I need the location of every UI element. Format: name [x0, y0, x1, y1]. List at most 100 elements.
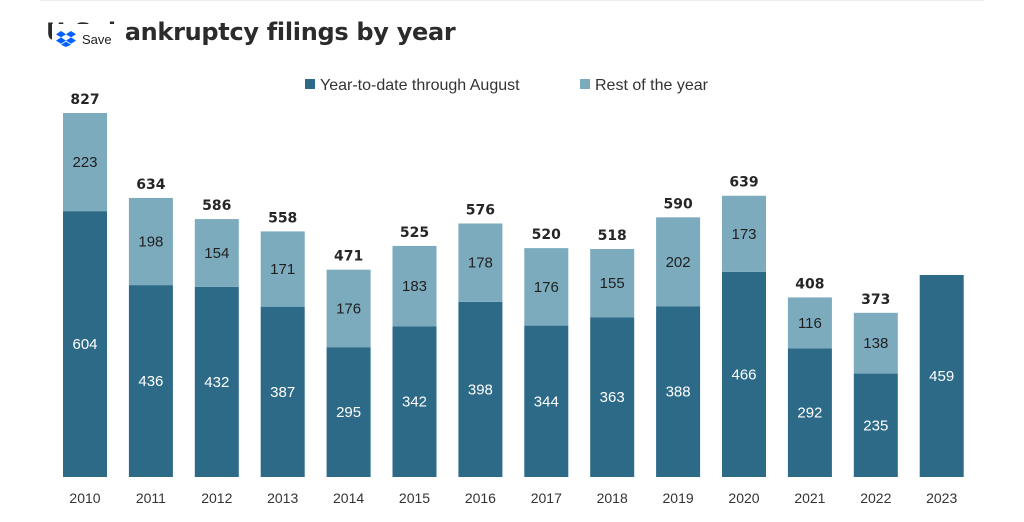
total-2010: 827 — [70, 92, 99, 108]
bar-ytd-2011 — [128, 285, 173, 477]
label-rest-2015: 183 — [402, 278, 427, 295]
bar-ytd-2013 — [260, 306, 305, 477]
legend: Year-to-date through August Rest of the y… — [305, 77, 709, 94]
x-tick-2013: 2013 — [267, 490, 298, 506]
total-2012: 586 — [202, 198, 231, 214]
bar-rest-2011 — [128, 197, 173, 286]
bar-group-2013: 387 171 558 — [260, 210, 305, 477]
total-2013: 558 — [268, 210, 297, 226]
label-ytd-2019: 388 — [666, 384, 691, 401]
bar-group-2022: 235 138 373 — [853, 292, 898, 477]
bars: 604 223 827 436 198 634 432 154 586 387 171 558 295 1… — [63, 92, 964, 478]
legend-rest-label: Rest of the year — [595, 77, 709, 94]
label-rest-2013: 171 — [270, 261, 295, 278]
label-rest-2018: 155 — [600, 275, 625, 292]
x-tick-2018: 2018 — [597, 490, 628, 506]
label-ytd-2018: 363 — [600, 389, 625, 406]
label-ytd-2013: 387 — [270, 384, 295, 401]
label-rest-2012: 154 — [204, 245, 229, 262]
label-rest-2010: 223 — [72, 154, 97, 171]
bar-group-2011: 436 198 634 — [128, 177, 173, 477]
label-ytd-2021: 292 — [797, 405, 822, 422]
x-axis: 2010 2011 2012 2013 2014 2015 2016 2017 2018 2019… — [69, 490, 957, 506]
x-tick-2020: 2020 — [728, 490, 759, 506]
x-tick-2010: 2010 — [69, 490, 100, 506]
label-ytd-2016: 398 — [468, 381, 493, 398]
label-ytd-2017: 344 — [534, 393, 559, 410]
bar-rest-2015 — [392, 245, 437, 327]
total-2019: 590 — [663, 196, 692, 212]
bar-ytd-2023 — [919, 274, 964, 477]
label-ytd-2010: 604 — [72, 336, 97, 353]
bar-rest-2020 — [722, 195, 766, 272]
bar-group-2021: 292 116 408 — [787, 276, 832, 477]
x-tick-2017: 2017 — [531, 490, 562, 506]
total-2020: 639 — [729, 175, 758, 191]
label-rest-2022: 138 — [863, 335, 888, 352]
bar-ytd-2010 — [63, 211, 107, 478]
label-rest-2017: 176 — [534, 279, 559, 296]
x-tick-2022: 2022 — [860, 490, 891, 506]
label-ytd-2014: 295 — [336, 404, 361, 421]
bar-group-2023: 459 — [919, 274, 964, 477]
bar-ytd-2015 — [392, 326, 437, 477]
bar-group-2014: 295 176 471 — [326, 249, 371, 477]
x-tick-2021: 2021 — [794, 490, 825, 506]
x-tick-2023: 2023 — [926, 490, 957, 506]
bar-rest-2019 — [656, 217, 701, 307]
save-button[interactable]: Save — [52, 24, 126, 54]
total-2021: 408 — [795, 276, 824, 292]
bar-rest-2018 — [590, 249, 635, 318]
label-ytd-2020: 466 — [731, 366, 756, 383]
total-2017: 520 — [532, 227, 561, 243]
bar-group-2015: 342 183 525 — [392, 225, 437, 477]
label-ytd-2022: 235 — [863, 417, 888, 434]
label-ytd-2011: 436 — [138, 373, 163, 390]
x-tick-2015: 2015 — [399, 490, 430, 506]
total-2018: 518 — [598, 228, 627, 244]
bar-ytd-2014 — [326, 347, 371, 477]
total-2014: 471 — [334, 249, 363, 265]
bar-ytd-2021 — [787, 348, 832, 477]
x-tick-2019: 2019 — [663, 490, 694, 506]
bar-rest-2022 — [853, 312, 898, 374]
label-ytd-2012: 432 — [204, 374, 229, 391]
label-rest-2020: 173 — [731, 226, 756, 243]
bar-group-2010: 604 223 827 — [63, 92, 107, 478]
bar-rest-2021 — [787, 297, 832, 349]
x-tick-2012: 2012 — [201, 490, 232, 506]
bar-group-2016: 398 178 576 — [458, 202, 503, 477]
bar-group-2019: 388 202 590 — [656, 196, 701, 477]
total-2022: 373 — [861, 292, 890, 308]
bar-group-2020: 466 173 639 — [722, 175, 766, 477]
bar-rest-2016 — [458, 223, 503, 302]
top-border — [40, 0, 984, 1]
bar-ytd-2017 — [524, 325, 569, 477]
bar-rest-2012 — [194, 219, 239, 287]
bar-group-2017: 344 176 520 — [524, 227, 569, 477]
bar-ytd-2018 — [590, 317, 635, 477]
label-rest-2019: 202 — [666, 254, 691, 271]
bar-rest-2010 — [63, 113, 107, 212]
total-2016: 576 — [466, 202, 495, 218]
bar-ytd-2022 — [853, 373, 898, 477]
bar-ytd-2019 — [656, 306, 701, 477]
legend-ytd-label: Year-to-date through August — [320, 77, 520, 94]
bar-ytd-2012 — [194, 286, 239, 477]
total-2015: 525 — [400, 225, 429, 241]
save-label: Save — [82, 31, 112, 47]
dropbox-icon — [56, 31, 76, 47]
label-rest-2014: 176 — [336, 300, 361, 317]
label-rest-2011: 198 — [138, 234, 163, 251]
x-tick-2016: 2016 — [465, 490, 496, 506]
bar-rest-2014 — [326, 269, 371, 348]
bar-ytd-2020 — [722, 271, 766, 477]
bar-group-2018: 363 155 518 — [590, 228, 635, 477]
label-ytd-2015: 342 — [402, 394, 427, 411]
bar-rest-2017 — [524, 248, 569, 326]
bar-rest-2013 — [260, 231, 305, 307]
legend-rest-swatch — [580, 79, 590, 89]
legend-ytd-swatch — [305, 79, 315, 89]
label-rest-2016: 178 — [468, 255, 493, 272]
